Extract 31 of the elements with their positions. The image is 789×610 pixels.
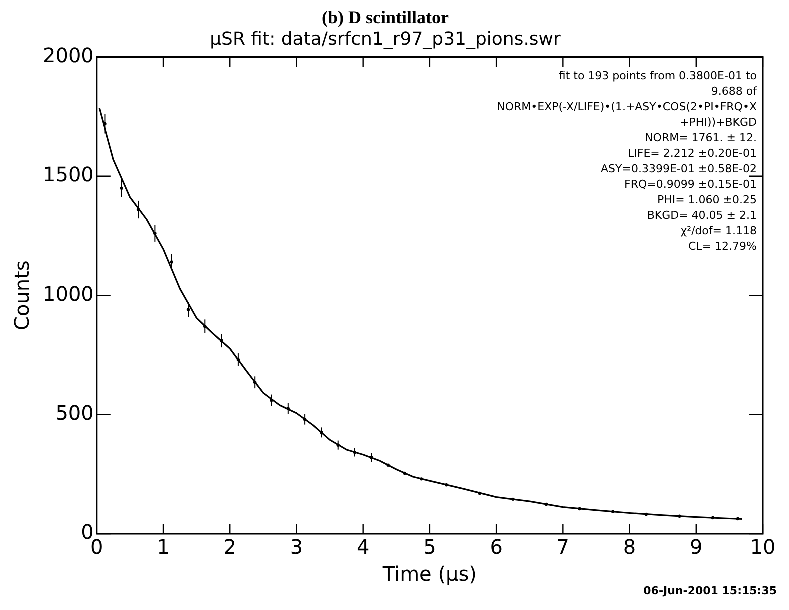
x-tick-label: 5 <box>424 535 436 560</box>
y-tick-label: 1000 <box>42 282 94 306</box>
x-tick-label: 4 <box>356 535 370 560</box>
y-tick-label: 500 <box>56 401 94 426</box>
x-tick-label: 7 <box>556 535 570 560</box>
x-tick-label: 8 <box>623 535 636 560</box>
annotation: 9.688 of <box>711 85 758 98</box>
chart-title: (b) D scintillator <box>322 7 450 28</box>
chart-subtitle: μSR fit: data/srfcn1_r97_p31_pions.swr <box>210 29 562 50</box>
x-tick-label: 6 <box>490 535 503 560</box>
annotation: PHI= 1.060 ±0.25 <box>657 194 757 207</box>
annotation: χ²/dof= 1.118 <box>680 224 757 238</box>
y-tick-label: 1500 <box>42 162 94 187</box>
annotation: CL= 12.79% <box>688 240 757 254</box>
y-tick-label: 2000 <box>42 43 94 68</box>
annotation: BKGD= 40.05 ± 2.1 <box>647 209 757 222</box>
x-axis-title: Time (μs) <box>382 562 477 586</box>
annotation: NORM= 1761. ± 12. <box>645 132 757 145</box>
x-tick-label: 2 <box>224 535 236 560</box>
annotation: +PHI))+BKGD <box>680 116 757 130</box>
annotation: fit to 193 points from 0.3800E-01 to <box>558 70 758 83</box>
x-tick-label: 1 <box>157 535 170 560</box>
annotation: ASY=0.3399E-01 ±0.58E-02 <box>601 162 757 176</box>
x-tick-label: 10 <box>750 535 776 560</box>
x-tick-label: 3 <box>290 535 304 560</box>
annotation: NORM•EXP(-X/LIFE)•(1.+ASY•COS(2•PI•FRQ•X <box>497 100 758 114</box>
x-tick-label: 9 <box>690 535 703 560</box>
annotation: LIFE= 2.212 ±0.20E-01 <box>628 147 757 160</box>
y-axis-title: Counts <box>10 260 34 331</box>
text: 06-Jun-2001 15:15:35 <box>644 584 777 598</box>
annotation: FRQ=0.9099 ±0.15E-01 <box>624 178 757 192</box>
